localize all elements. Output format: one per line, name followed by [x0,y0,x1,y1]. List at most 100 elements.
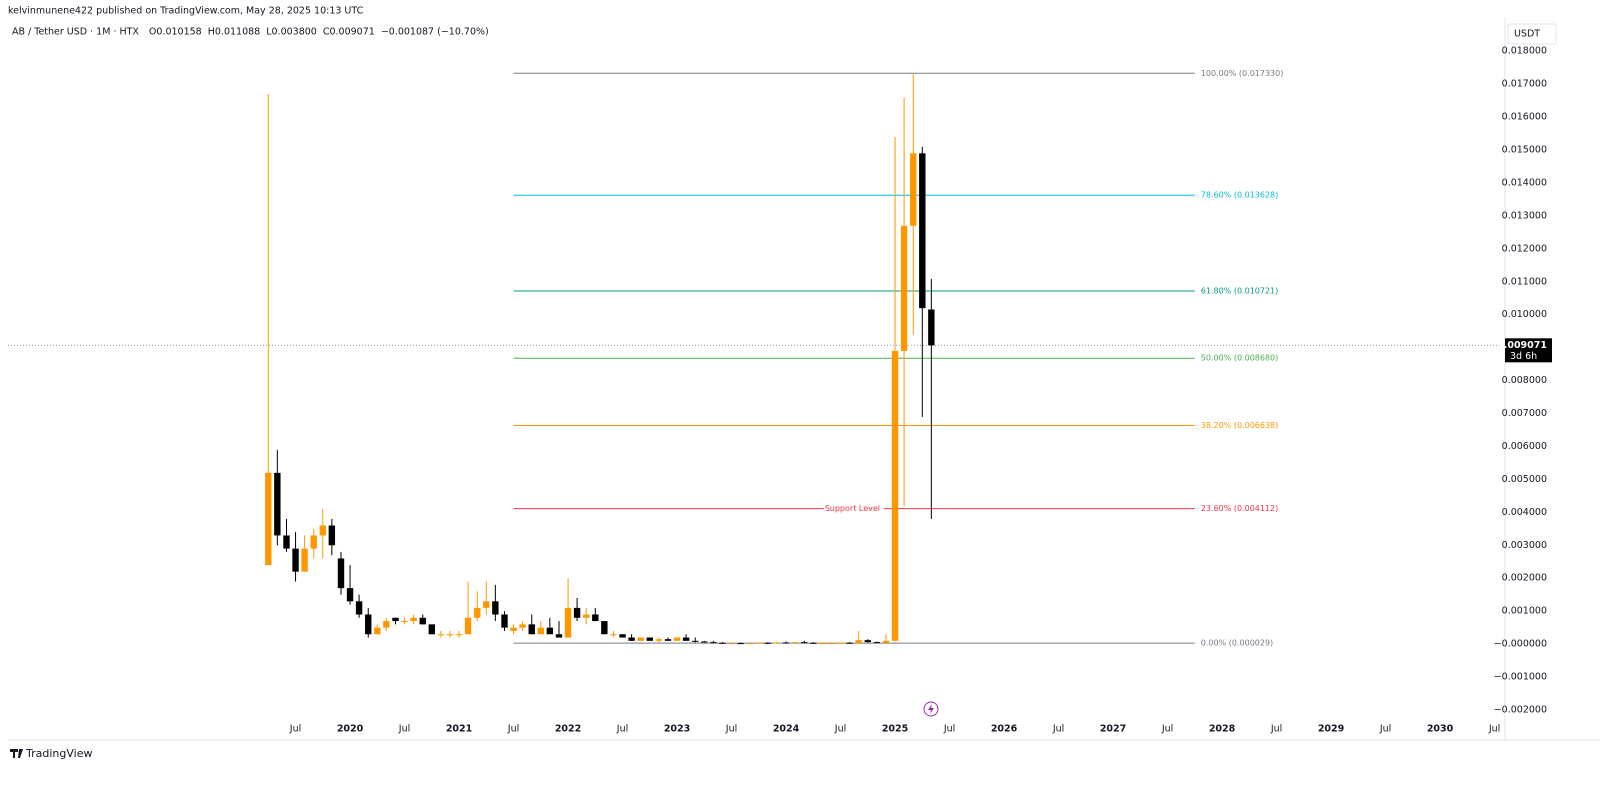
y-tick-label: 0.014000 [1502,177,1547,188]
ohlc-open: O0.010158 [149,27,202,38]
fib-label: 23.60% (0.004112) [1201,504,1278,513]
logo-icon [10,749,23,758]
candle-body [728,643,735,645]
x-tick-label: Jul [834,724,846,735]
candle-body [828,643,835,645]
event-icon-bolt [928,704,934,714]
candle-body [555,634,563,638]
fib-label: 38.20% (0.006638) [1201,421,1278,430]
y-tick-label: 0.018000 [1502,46,1547,57]
candle-body [673,637,681,641]
x-tick-label: Jul [943,724,955,735]
currency-box[interactable] [1507,23,1557,45]
ohlc-close: C0.009071 [323,27,375,38]
y-tick-label: −0.002000 [1494,705,1547,716]
candle-body [419,617,426,625]
candle-body [328,525,336,546]
candle-body [319,525,326,536]
candle-body [446,634,454,636]
fib-label: 100.00% (0.017330) [1201,69,1284,78]
fib-label: 50.00% (0.008680) [1201,354,1278,363]
y-tick-label: 0.017000 [1502,79,1547,90]
candle-body [810,642,817,644]
candle-body [464,617,472,635]
candle-body [383,621,390,628]
x-tick-label: Jul [1052,724,1064,735]
candle-body [846,642,853,644]
last-price-box [1505,338,1552,363]
fib-label: 61.80% (0.010721) [1201,286,1278,295]
y-tick-label: −0.001000 [1494,672,1547,683]
x-tick-label: Jul [398,724,410,735]
x-tick-label: 2023 [664,724,690,735]
candle-body [292,548,299,572]
y-tick-label: 0.012000 [1502,243,1547,254]
y-tick-label: 0.006000 [1502,441,1547,452]
x-tick-label: Jul [1379,724,1391,735]
candle-body [692,640,699,642]
candle-body [583,614,590,618]
x-tick-label: 2024 [773,724,800,735]
candle-body [928,309,935,346]
y-tick-label: 0.011000 [1502,276,1547,287]
candle-body [646,637,653,641]
y-tick-label: 0.016000 [1502,112,1547,123]
x-tick-label: Jul [289,724,301,735]
y-tick-label: 0.013000 [1502,210,1547,221]
candle-body [791,642,799,644]
x-tick-label: Jul [1270,724,1282,735]
candle-body [637,637,644,641]
x-tick-label: 2027 [1100,724,1126,735]
candle-body [274,472,281,536]
candle-body [900,225,908,351]
candle-body [628,637,635,641]
x-tick-label: 2030 [1427,724,1454,735]
candle-body [619,634,626,638]
y-tick-label: 0.001000 [1502,606,1547,617]
candle-body [437,634,445,636]
candle-body [283,535,290,549]
x-tick-label: 2022 [555,724,581,735]
x-tick-label: Jul [1161,724,1173,735]
fib-label: 78.60% (0.013628) [1201,191,1278,200]
candle-body [755,642,762,644]
candle-body [392,617,399,622]
y-tick-label: 0.015000 [1502,145,1547,156]
x-tick-label: 2029 [1318,724,1344,735]
annotation: Support Level [825,504,880,513]
candle-body [492,601,499,615]
candle-body [601,621,608,635]
y-tick-label: 0.010000 [1502,309,1547,320]
candle-body [891,350,899,641]
candle-body [573,607,581,618]
candle-body [919,153,926,309]
candle-body [610,634,617,636]
candle-body [301,548,308,572]
candle-body [710,642,717,644]
candle-body [719,642,726,644]
last-price-label: 0.009071 [1497,340,1547,351]
published: kelvinmunene422 published on TradingView… [8,6,364,17]
logo[interactable]: TradingView [25,747,92,760]
x-tick-label: 2021 [446,724,472,735]
candle-body [510,627,517,631]
x-tick-label: 2020 [337,724,364,735]
candle-body [910,153,917,226]
ohlc-low: L0.003800 [266,27,317,38]
candle-body [519,624,526,628]
candle-body [764,642,772,644]
candle-body [355,601,363,615]
candle-body [682,637,690,641]
candle-body [837,642,844,644]
candle-body [365,614,372,635]
candle-body [855,640,862,644]
candle-body [664,639,672,641]
candle-body [528,624,535,635]
y-tick-label: 0.007000 [1502,408,1547,419]
y-tick-label: 0.005000 [1502,474,1547,485]
candle-body [773,642,781,644]
candle-body [265,472,272,566]
y-tick-label: 0.003000 [1502,540,1547,551]
candle-body [701,641,708,643]
currency[interactable]: USDT [1514,29,1540,40]
